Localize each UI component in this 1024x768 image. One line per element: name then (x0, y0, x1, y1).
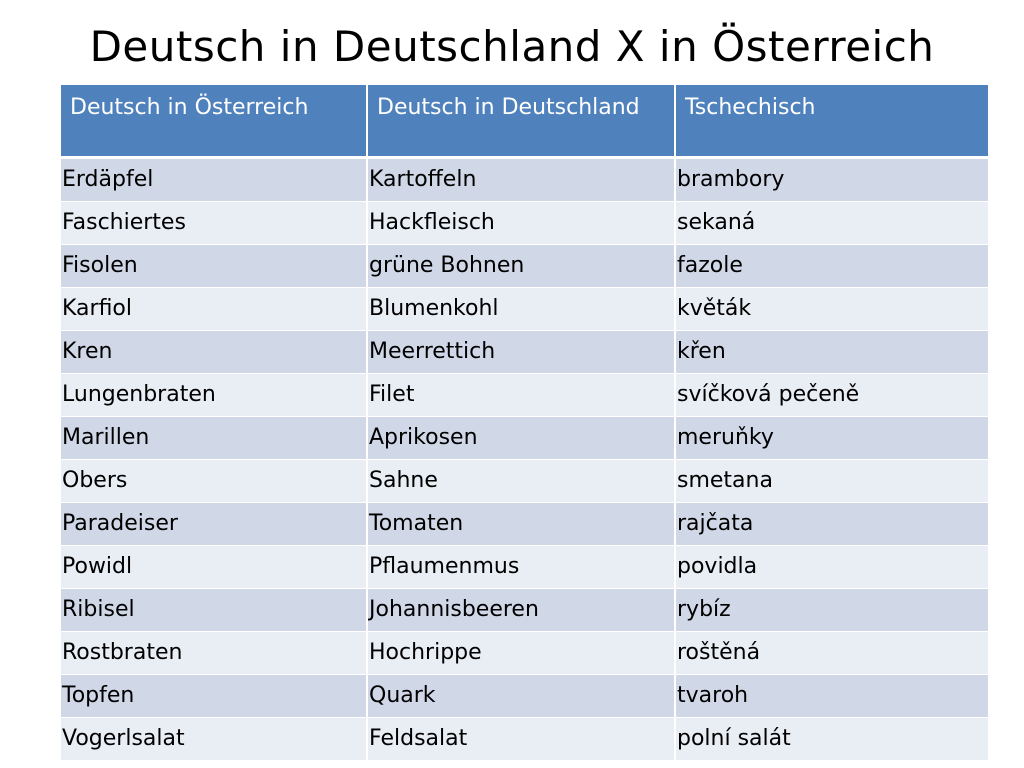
cell-czech: smetana (675, 459, 988, 503)
cell-german-german: Blumenkohl (367, 287, 676, 331)
table-body: Erdäpfel Kartoffeln brambory Faschiertes Hac… (61, 157, 988, 761)
cell-german-german: Tomaten (367, 502, 676, 546)
cell-german-german: Quark (367, 674, 676, 718)
cell-german-german: Hochrippe (367, 631, 676, 675)
cell-austrian-german: Fisolen (61, 244, 368, 288)
header-czech: Tschechisch (675, 85, 988, 159)
cell-austrian-german: Powidl (61, 545, 368, 589)
table-row: Lungenbraten Filet svíčková pečeně (61, 373, 988, 417)
table-row: Fisolen grüne Bohnen fazole (61, 244, 988, 288)
table-header-row: Deutsch in Österreich Deutsch in Deutsch… (61, 85, 988, 159)
cell-czech: brambory (675, 157, 988, 202)
cell-czech: křen (675, 330, 988, 374)
cell-czech: rajčata (675, 502, 988, 546)
cell-german-german: Sahne (367, 459, 676, 503)
cell-czech: polní salát (675, 717, 988, 761)
cell-austrian-german: Paradeiser (61, 502, 368, 546)
cell-czech: tvaroh (675, 674, 988, 718)
table-row: Paradeiser Tomaten rajčata (61, 502, 988, 546)
table-row: Ribisel Johannisbeeren rybíz (61, 588, 988, 632)
table-row: Kren Meerrettich křen (61, 330, 988, 374)
cell-czech: svíčková pečeně (675, 373, 988, 417)
table-row: Topfen Quark tvaroh (61, 674, 988, 718)
slide-title: Deutsch in Deutschland X in Österreich (89, 22, 935, 71)
cell-czech: fazole (675, 244, 988, 288)
cell-german-german: Aprikosen (367, 416, 676, 460)
cell-austrian-german: Vogerlsalat (61, 717, 368, 761)
cell-czech: sekaná (675, 201, 988, 245)
cell-austrian-german: Obers (61, 459, 368, 503)
cell-german-german: Meerrettich (367, 330, 676, 374)
cell-czech: rybíz (675, 588, 988, 632)
cell-german-german: grüne Bohnen (367, 244, 676, 288)
header-austrian-german: Deutsch in Österreich (61, 85, 368, 159)
cell-austrian-german: Lungenbraten (61, 373, 368, 417)
cell-czech: roštěná (675, 631, 988, 675)
table-row: Faschiertes Hackfleisch sekaná (61, 201, 988, 245)
cell-austrian-german: Karfiol (61, 287, 368, 331)
cell-austrian-german: Ribisel (61, 588, 368, 632)
cell-german-german: Filet (367, 373, 676, 417)
cell-german-german: Feldsalat (367, 717, 676, 761)
cell-german-german: Kartoffeln (367, 157, 676, 202)
table-row: Marillen Aprikosen meruňky (61, 416, 988, 460)
table-row: Powidl Pflaumenmus povidla (61, 545, 988, 589)
cell-german-german: Hackfleisch (367, 201, 676, 245)
cell-czech: meruňky (675, 416, 988, 460)
vocabulary-table: Deutsch in Österreich Deutsch in Deutsch… (61, 85, 988, 761)
cell-austrian-german: Faschiertes (61, 201, 368, 245)
cell-austrian-german: Marillen (61, 416, 368, 460)
cell-austrian-german: Kren (61, 330, 368, 374)
table-row: Karfiol Blumenkohl květák (61, 287, 988, 331)
cell-czech: povidla (675, 545, 988, 589)
cell-austrian-german: Erdäpfel (61, 157, 368, 202)
cell-austrian-german: Topfen (61, 674, 368, 718)
table-row: Obers Sahne smetana (61, 459, 988, 503)
cell-austrian-german: Rostbraten (61, 631, 368, 675)
cell-german-german: Johannisbeeren (367, 588, 676, 632)
table-row: Rostbraten Hochrippe roštěná (61, 631, 988, 675)
table-row: Vogerlsalat Feldsalat polní salát (61, 717, 988, 761)
cell-german-german: Pflaumenmus (367, 545, 676, 589)
table-row: Erdäpfel Kartoffeln brambory (61, 157, 988, 202)
cell-czech: květák (675, 287, 988, 331)
header-german-german: Deutsch in Deutschland (367, 85, 676, 159)
